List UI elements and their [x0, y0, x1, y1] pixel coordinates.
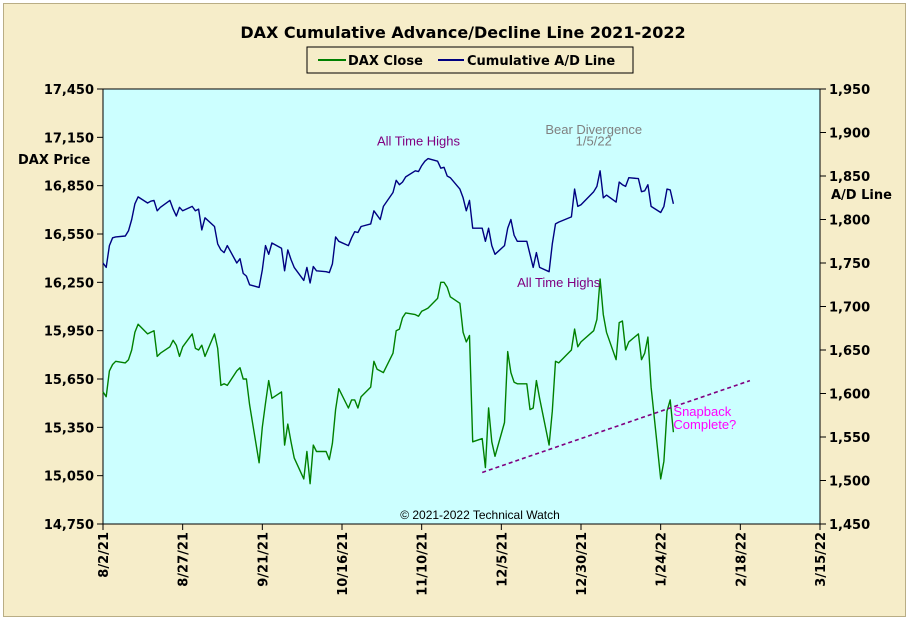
copyright-text: © 2021-2022 Technical Watch — [400, 508, 560, 522]
chart-annotation: Snapback — [673, 404, 731, 419]
x-tick-label: 12/30/21 — [575, 532, 590, 596]
left-tick-label: 15,350 — [44, 421, 94, 436]
legend-label-dax-close: DAX Close — [348, 54, 423, 69]
series-layer — [102, 157, 751, 485]
chart-annotation: All Time Highs — [517, 275, 601, 290]
x-tick-label: 3/15/22 — [814, 532, 829, 587]
left-tick-label: 14,750 — [44, 518, 94, 533]
right-tick-label: 1,900 — [829, 127, 870, 142]
right-tick-label: 1,950 — [829, 83, 870, 98]
plot-area — [102, 88, 821, 525]
x-tick-label: 1/24/22 — [655, 532, 670, 587]
right-tick-label: 1,700 — [829, 301, 870, 316]
right-y-axis: 1,450 1,500 1,550 1,600 1,650 1,700 1,750 1,800… — [820, 83, 870, 533]
left-tick-label: 16,850 — [44, 180, 94, 195]
chart-title: DAX Cumulative Advance/Decline Line 2021… — [240, 23, 685, 42]
right-tick-label: 1,450 — [829, 518, 870, 533]
left-tick-label: 17,150 — [44, 131, 94, 146]
legend-box — [306, 46, 634, 74]
right-axis-label: A/D Line — [831, 188, 892, 203]
right-tick-label: 1,500 — [829, 475, 870, 490]
left-tick-label: 15,650 — [44, 373, 94, 388]
ad-line-series — [102, 157, 675, 289]
left-tick-label: 15,050 — [44, 470, 94, 485]
chart-svg: DAX Cumulative Advance/Decline Line 2021… — [18, 23, 892, 596]
x-axis: 8/2/21 8/27/21 9/21/21 10/16/21 11/10/21 12/5… — [97, 524, 829, 596]
chart-annotation: Complete? — [673, 417, 736, 432]
legend: DAX Close Cumulative A/D Line — [306, 46, 634, 74]
left-tick-label: 16,550 — [44, 228, 94, 243]
support-trendline — [481, 379, 751, 474]
left-tick-label: 15,950 — [44, 325, 94, 340]
chart-annotation: Bear Divergence — [545, 122, 642, 137]
x-tick-label: 8/27/21 — [177, 532, 192, 587]
left-tick-label: 16,250 — [44, 276, 94, 291]
x-tick-label: 10/16/21 — [336, 532, 351, 596]
left-y-axis: 14,750 15,050 15,350 15,650 15,950 16,250 16,5… — [44, 83, 103, 533]
right-tick-label: 1,600 — [829, 388, 870, 403]
right-tick-label: 1,650 — [829, 344, 870, 359]
left-axis-label: DAX Price — [18, 153, 91, 168]
x-tick-label: 2/18/22 — [734, 532, 749, 587]
right-tick-label: 1,850 — [829, 170, 870, 185]
left-tick-label: 17,450 — [44, 83, 94, 98]
x-tick-label: 11/10/21 — [416, 532, 431, 596]
chart-frame: DAX Cumulative Advance/Decline Line 2021… — [3, 3, 906, 617]
x-tick-label: 12/5/21 — [495, 532, 510, 587]
right-tick-label: 1,750 — [829, 257, 870, 272]
x-tick-label: 9/21/21 — [256, 532, 271, 587]
right-tick-label: 1,550 — [829, 431, 870, 446]
right-tick-label: 1,800 — [829, 214, 870, 229]
dax-close-series — [102, 278, 675, 485]
legend-label-ad-line: Cumulative A/D Line — [467, 54, 615, 69]
chart-annotation: All Time Highs — [377, 133, 461, 148]
chart-annotation: 1/5/22 — [576, 133, 612, 148]
x-tick-label: 8/2/21 — [97, 532, 112, 578]
